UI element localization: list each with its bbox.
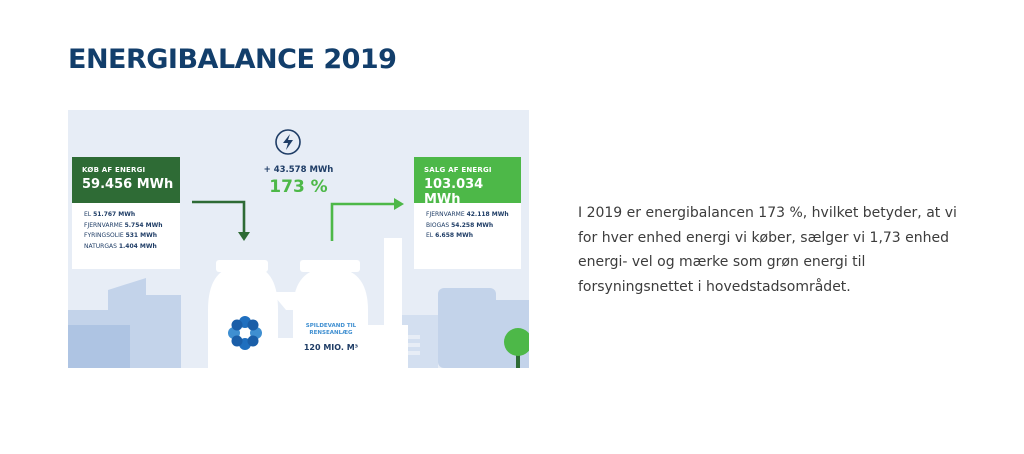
description-text: I 2019 er energibalancen 173 %, hvilket … [578, 205, 957, 295]
wastewater-label: SPILDEVAND TIL RENSEANLÆG [305, 323, 357, 336]
page-title: ENERGIBALANCE 2019 [68, 44, 397, 75]
sell-energy-label: SALG AF ENERGI [424, 166, 492, 174]
sell-energy-total: 103.034 MWh [424, 177, 484, 207]
energy-balance-infographic: KØB AF ENERGI 59.456 MWh EL 51.767 MWh F… [68, 110, 529, 368]
sell-item: FJERNVARME 42.118 MWh [426, 211, 509, 218]
sell-item: BIOGAS 54.258 MWh [426, 221, 494, 229]
infographic-background [68, 129, 529, 368]
sell-arrow [330, 202, 396, 241]
buy-arrow [192, 200, 246, 234]
buy-item: FJERNVARME 5.754 MWh [84, 221, 163, 229]
sell-energy-card: SALG AF ENERGI 103.034 MWh FJERNVARME 42… [414, 157, 521, 269]
balance-percent: 173 % [269, 177, 328, 197]
buy-item: FYRINGSOLIE 531 MWh [84, 232, 158, 239]
sell-item: EL 6.658 MWh [426, 232, 473, 239]
lightning-icon [275, 129, 301, 155]
buy-energy-header: KØB AF ENERGI 59.456 MWh [72, 157, 180, 203]
buy-energy-label: KØB AF ENERGI [82, 166, 146, 174]
sell-energy-header: SALG AF ENERGI 103.034 MWh [414, 157, 521, 207]
tree-icon [504, 328, 529, 368]
buy-energy-total: 59.456 MWh [82, 177, 174, 192]
logo-flower-icon [228, 316, 262, 350]
buy-item: NATURGAS 1.404 MWh [84, 242, 157, 250]
surplus-value: + 43.578 MWh [263, 165, 334, 175]
buy-item: EL 51.767 MWh [84, 211, 136, 218]
buy-energy-card: KØB AF ENERGI 59.456 MWh EL 51.767 MWh F… [72, 157, 180, 269]
wastewater-value: 120 MIO. M³ [303, 343, 359, 352]
